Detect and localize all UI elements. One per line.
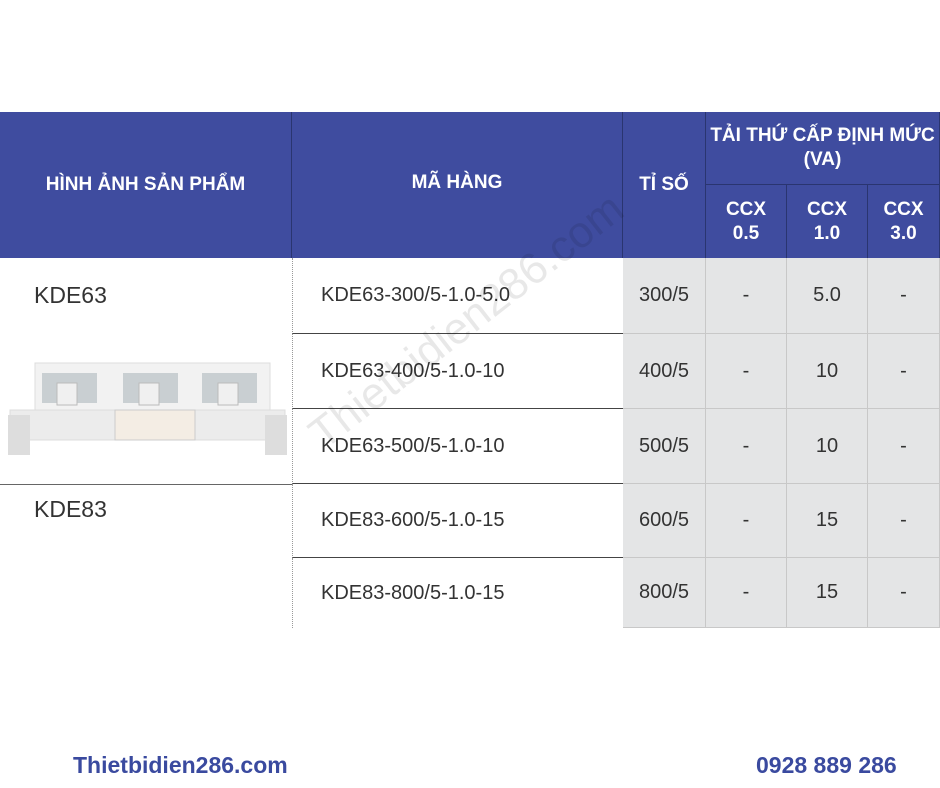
cell-c30: - (868, 409, 940, 484)
product-code: KDE83-600/5-1.0-15 (292, 484, 623, 558)
cell-c10: 10 (787, 409, 868, 484)
cell-ratio: 500/5 (623, 409, 706, 484)
cell-c05: - (706, 484, 787, 558)
cell-ratio: 800/5 (623, 558, 706, 628)
cell-c05: - (706, 558, 787, 628)
cell-c10: 15 (787, 558, 868, 628)
product-code: KDE83-800/5-1.0-15 (292, 558, 623, 628)
header-label: CCX 3.0 (883, 198, 924, 244)
cell-c30: - (868, 558, 940, 628)
divider (0, 484, 292, 485)
product-image (8, 362, 287, 455)
header-label: CCX 1.0 (806, 198, 848, 244)
cell-c10: 15 (787, 484, 868, 558)
header-label: CCX 0.5 (725, 198, 767, 244)
footer-website[interactable]: Thietbidien286.com (73, 752, 288, 778)
cell-ratio: 400/5 (623, 334, 706, 409)
product-code: KDE63-400/5-1.0-10 (292, 334, 623, 409)
header-label: TẢI THỨ CẤP ĐỊNH MỨC (VA) (710, 125, 935, 170)
cell-ratio: 300/5 (623, 258, 706, 334)
cell-c05: - (706, 409, 787, 484)
header-ccx10: CCX 1.0 (787, 185, 868, 258)
cell-ratio: 600/5 (623, 484, 706, 558)
model-name: KDE63 (34, 282, 107, 308)
cell-c10: 10 (787, 334, 868, 409)
cell-c30: - (868, 484, 940, 558)
product-code: KDE63-500/5-1.0-10 (292, 409, 623, 484)
footer-phone[interactable]: 0928 889 286 (756, 752, 897, 778)
product-code: KDE63-300/5-1.0-5.0 (292, 258, 623, 334)
cell-c30: - (868, 258, 940, 334)
header-label: TỈ SỐ (639, 174, 689, 195)
cell-c30: - (868, 334, 940, 409)
cell-c05: - (706, 334, 787, 409)
header-ratio: TỈ SỐ (623, 112, 706, 258)
model-name: KDE83 (34, 496, 107, 522)
header-ccx30: CCX 3.0 (868, 185, 940, 258)
header-label: HÌNH ẢNH SẢN PHẨM (45, 174, 246, 195)
cell-c10: 5.0 (787, 258, 868, 334)
header-code: MÃ HÀNG (292, 112, 623, 258)
cell-c05: - (706, 258, 787, 334)
header-label: MÃ HÀNG (411, 172, 503, 193)
header-load: TẢI THỨ CẤP ĐỊNH MỨC (VA) (706, 112, 940, 185)
header-ccx05: CCX 0.5 (706, 185, 787, 258)
header-image: HÌNH ẢNH SẢN PHẨM (0, 112, 292, 258)
